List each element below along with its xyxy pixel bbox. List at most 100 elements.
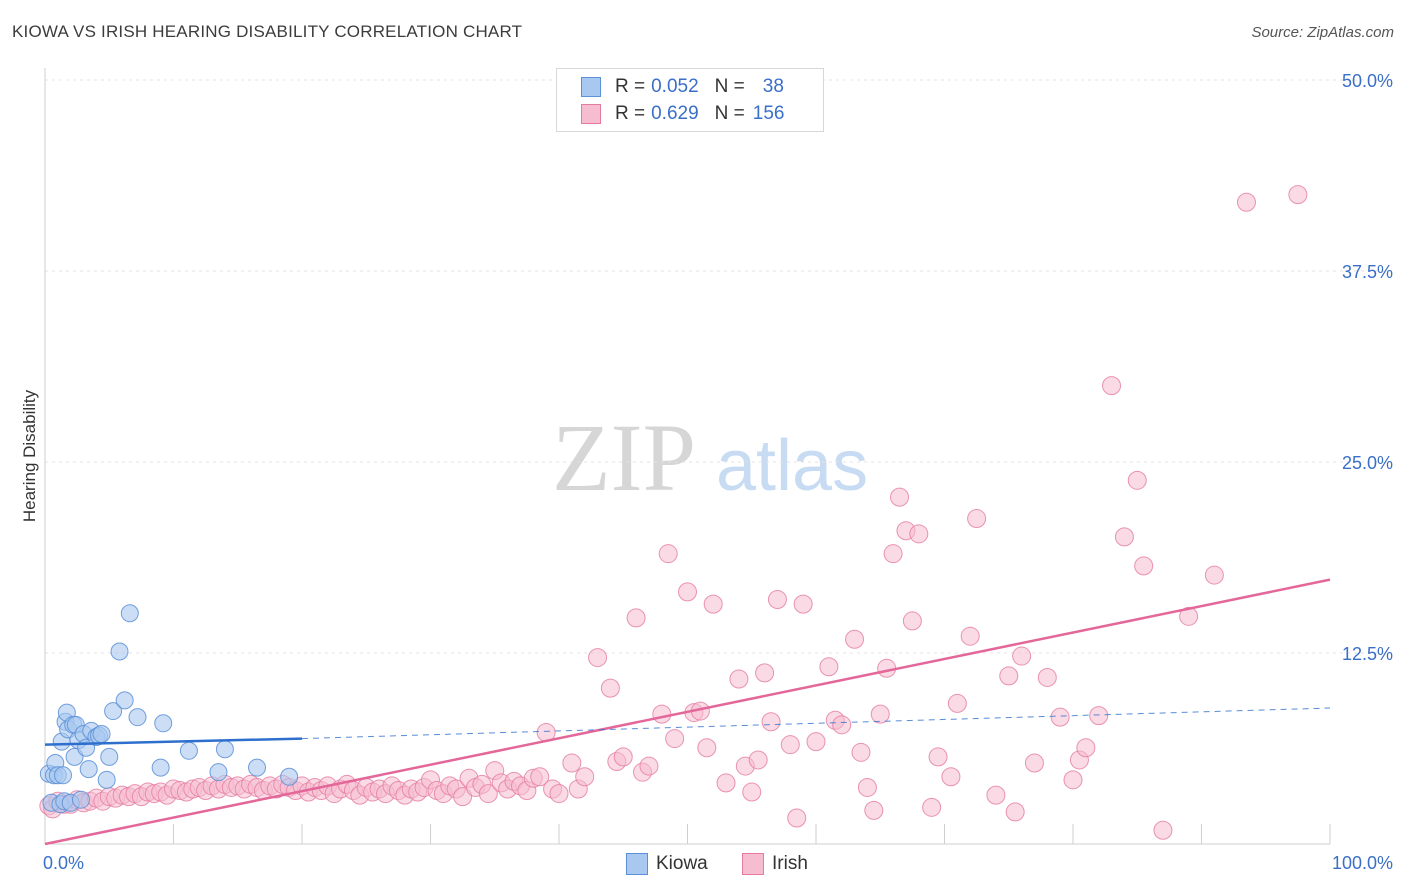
trend-lines — [44, 578, 1331, 846]
chart-title: KIOWA VS IRISH HEARING DISABILITY CORREL… — [12, 22, 523, 41]
gridlines — [45, 79, 1395, 654]
irish-point — [678, 582, 697, 602]
kiowa-point — [92, 724, 111, 743]
kiowa-point — [151, 758, 170, 777]
irish-point — [1114, 527, 1134, 547]
irish-legend-label: Irish — [772, 853, 808, 874]
irish-point — [1037, 667, 1057, 687]
y-tick-label: 25.0% — [1342, 453, 1393, 473]
irish-point — [967, 509, 987, 529]
x-tick-label-max: 100.0% — [1332, 853, 1393, 873]
x-tick-label-min: 0.0% — [43, 853, 84, 873]
y-tick-label: 37.5% — [1342, 262, 1393, 282]
irish-point — [1127, 470, 1147, 490]
irish-point — [716, 773, 736, 793]
irish-point — [947, 693, 967, 713]
legend-n-label: N = — [714, 76, 745, 97]
irish-point — [1134, 556, 1154, 576]
kiowa-point — [115, 691, 134, 710]
irish-point — [902, 611, 922, 631]
legend-r-label: R = — [615, 76, 646, 97]
kiowa-point — [248, 758, 267, 777]
irish-point — [941, 767, 961, 787]
irish-point — [909, 524, 929, 544]
kiowa-points — [39, 604, 299, 814]
kiowa-point — [128, 708, 147, 727]
legend-r-label: R = — [615, 103, 646, 124]
irish-point — [742, 782, 762, 802]
chart-source: Source: ZipAtlas.com — [1251, 24, 1394, 41]
irish-point — [806, 732, 826, 752]
legend-n-value-irish: 156 — [752, 103, 785, 124]
correlation-legend: R = 0.052 N = 38 R = 0.629 N = 156 — [556, 68, 824, 132]
kiowa-point — [154, 714, 173, 733]
irish-point — [478, 784, 498, 804]
irish-point — [530, 767, 550, 787]
irish-point — [665, 729, 685, 749]
bottom-legend-irish: Irish — [742, 852, 808, 876]
irish-point — [851, 742, 871, 762]
y-axis-title: Hearing Disability — [20, 389, 39, 522]
irish-point — [890, 487, 910, 507]
irish-point — [857, 777, 877, 797]
axes — [44, 68, 1331, 845]
kiowa-legend-swatch — [626, 853, 648, 875]
irish-point — [549, 784, 569, 804]
irish-point — [755, 663, 775, 683]
y-tick-label: 50.0% — [1342, 71, 1393, 91]
irish-point — [588, 648, 608, 668]
kiowa-trend-line — [44, 737, 303, 746]
irish-point — [613, 747, 633, 767]
irish-point — [928, 747, 948, 767]
irish-point — [658, 544, 678, 564]
irish-point — [600, 678, 620, 698]
irish-point — [1288, 185, 1308, 205]
axis-labels: 12.5% 25.0% 37.5% 50.0% 0.0% 100.0% Hearing Di… — [20, 71, 1393, 873]
irish-point — [1005, 802, 1025, 822]
irish-point — [453, 787, 473, 807]
legend-r-value-irish: 0.629 — [651, 103, 699, 124]
irish-point — [870, 704, 890, 724]
irish-point — [986, 785, 1006, 805]
kiowa-point — [120, 604, 139, 623]
irish-point — [562, 753, 582, 773]
irish-point — [877, 658, 897, 678]
irish-point — [652, 704, 672, 724]
watermark: ZIP atlas — [552, 404, 868, 511]
kiowa-point — [71, 790, 90, 809]
legend-r-value-kiowa: 0.052 — [651, 76, 699, 97]
y-tick-label: 12.5% — [1342, 644, 1393, 664]
irish-point — [729, 669, 749, 689]
kiowa-point — [53, 766, 72, 785]
kiowa-point — [110, 642, 129, 661]
kiowa-point — [179, 741, 198, 760]
kiowa-point — [215, 740, 234, 759]
irish-point — [1236, 192, 1256, 212]
irish-legend-swatch — [742, 853, 764, 875]
irish-point — [1012, 646, 1032, 666]
kiowa-point — [79, 760, 98, 779]
irish-point — [1102, 376, 1122, 396]
kiowa-swatch — [581, 77, 601, 97]
irish-point — [1179, 606, 1199, 626]
irish-point — [960, 626, 980, 646]
irish-point — [1204, 565, 1224, 585]
irish-point — [697, 738, 717, 758]
irish-point — [787, 808, 807, 828]
irish-point — [1050, 707, 1070, 727]
irish-swatch — [581, 104, 601, 124]
irish-point — [761, 712, 781, 732]
irish-point — [819, 657, 839, 677]
irish-point — [999, 666, 1019, 686]
legend-row-kiowa: R = 0.052 N = 38 — [581, 75, 784, 99]
irish-point — [1153, 820, 1173, 840]
irish-point — [703, 594, 723, 614]
bottom-legend-kiowa: Kiowa — [626, 852, 708, 876]
irish-point — [832, 715, 852, 735]
kiowa-point — [100, 747, 119, 766]
legend-n-label: N = — [714, 103, 745, 124]
irish-point — [767, 590, 787, 610]
irish-point — [883, 544, 903, 564]
irish-point — [575, 767, 595, 787]
